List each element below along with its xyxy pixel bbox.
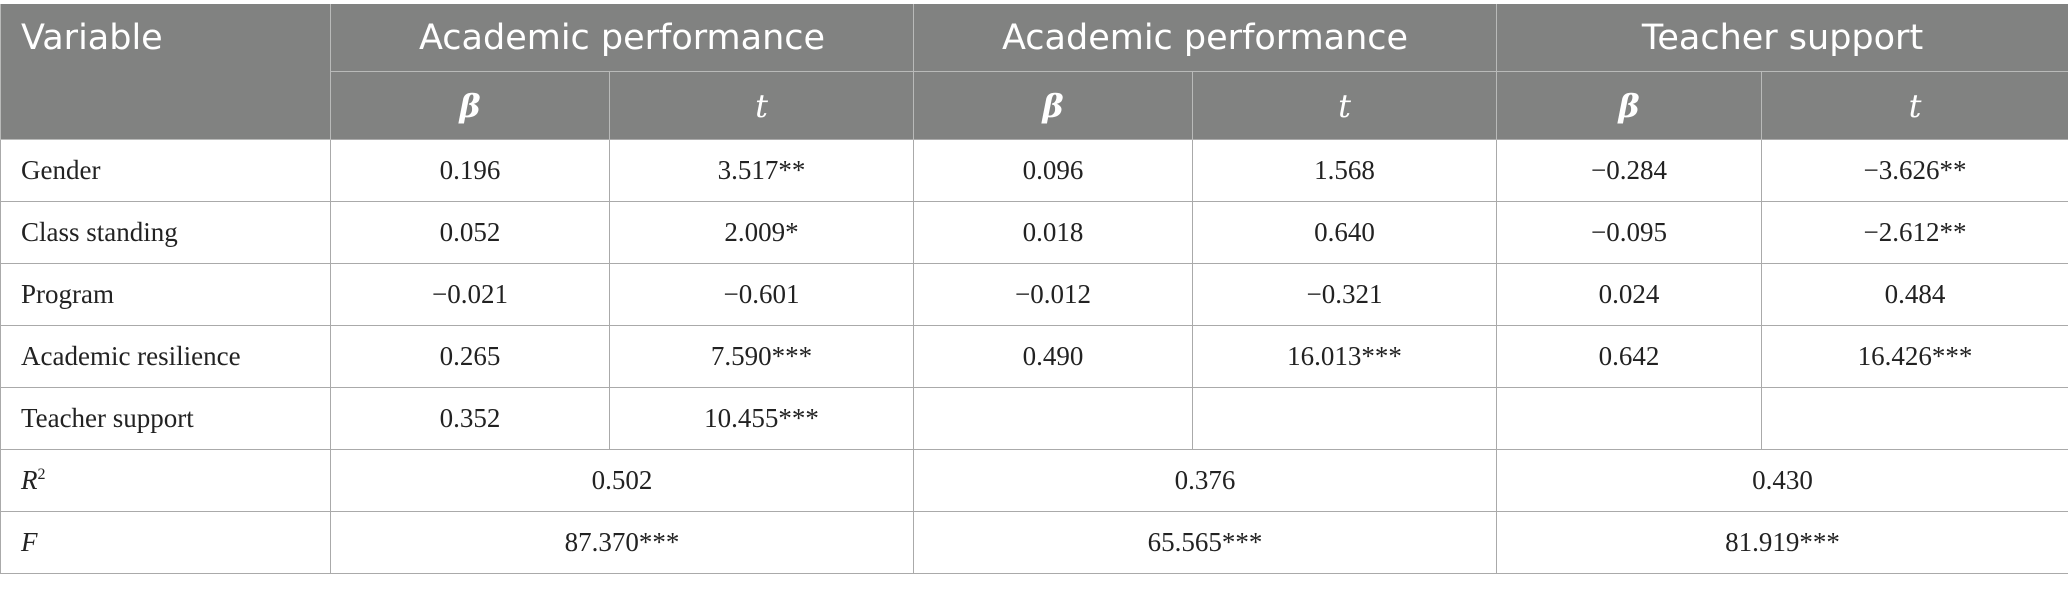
table-row: Academic resilience 0.265 7.590*** 0.490… bbox=[0, 325, 2068, 388]
table-cell: 0.096 bbox=[913, 139, 1194, 202]
r2-value: 0.430 bbox=[1496, 449, 2068, 512]
table-row: Program −0.021 −0.601 −0.012 −0.321 0.02… bbox=[0, 263, 2068, 326]
f-label: F bbox=[0, 511, 331, 574]
f-value: 65.565*** bbox=[913, 511, 1498, 574]
header-model-3: Teacher support bbox=[1496, 4, 2068, 72]
table-cell: 0.052 bbox=[330, 201, 610, 264]
table-cell bbox=[913, 387, 1194, 450]
table-cell bbox=[1496, 387, 1763, 450]
row-label: Program bbox=[0, 263, 331, 326]
table-cell: 2.009* bbox=[608, 201, 915, 264]
table-cell: −0.601 bbox=[608, 263, 915, 326]
row-label: Class standing bbox=[0, 201, 331, 264]
f-value: 81.919*** bbox=[1496, 511, 2068, 574]
table-cell: −3.626** bbox=[1761, 139, 2068, 202]
table-cell: 1.568 bbox=[1192, 139, 1498, 202]
header-beta: β bbox=[1496, 71, 1763, 140]
table-cell: −0.095 bbox=[1496, 201, 1763, 264]
table-cell: 7.590*** bbox=[608, 325, 915, 388]
header-row-stats: β t β t β t bbox=[1, 71, 2068, 140]
header-beta: β bbox=[913, 71, 1194, 140]
table-cell: 16.426*** bbox=[1761, 325, 2068, 388]
table-cell: 0.024 bbox=[1496, 263, 1763, 326]
table-cell: −0.012 bbox=[913, 263, 1194, 326]
table-cell: −0.321 bbox=[1192, 263, 1498, 326]
table-cell bbox=[1192, 387, 1498, 450]
table-row: Gender 0.196 3.517** 0.096 1.568 −0.284 … bbox=[0, 139, 2068, 202]
header-model-2: Academic performance bbox=[913, 4, 1498, 72]
f-row: F 87.370*** 65.565*** 81.919*** bbox=[0, 511, 2068, 574]
f-value: 87.370*** bbox=[329, 511, 915, 574]
table-cell: 0.642 bbox=[1496, 325, 1763, 388]
r2-value: 0.502 bbox=[329, 449, 915, 512]
r2-superscript: 2 bbox=[37, 466, 46, 483]
table-cell: 3.517** bbox=[608, 139, 915, 202]
table-cell: −0.021 bbox=[330, 263, 610, 326]
table-cell: −0.284 bbox=[1496, 139, 1763, 202]
row-label: Gender bbox=[0, 139, 331, 202]
table-cell: 0.640 bbox=[1192, 201, 1498, 264]
row-label: Academic resilience bbox=[0, 325, 331, 388]
table-cell: 0.352 bbox=[330, 387, 610, 450]
header-t: t bbox=[1761, 71, 2068, 140]
table-cell: 0.018 bbox=[913, 201, 1194, 264]
header-beta: β bbox=[330, 71, 610, 140]
header-t: t bbox=[1192, 71, 1498, 140]
table-cell: −2.612** bbox=[1761, 201, 2068, 264]
r2-label: R2 bbox=[0, 449, 331, 512]
table-row: Class standing 0.052 2.009* 0.018 0.640 … bbox=[0, 201, 2068, 264]
r2-label-text: R bbox=[21, 465, 38, 495]
regression-table: Variable Academic performance Academic p… bbox=[0, 4, 2068, 574]
table-cell: 0.196 bbox=[330, 139, 610, 202]
r2-row: R2 0.502 0.376 0.430 bbox=[0, 449, 2068, 512]
r2-value: 0.376 bbox=[913, 449, 1498, 512]
table-cell: 0.484 bbox=[1761, 263, 2068, 326]
table-cell: 16.013*** bbox=[1192, 325, 1498, 388]
table-cell: 0.265 bbox=[330, 325, 610, 388]
table-row: Teacher support 0.352 10.455*** bbox=[0, 387, 2068, 450]
header-row-models: Variable Academic performance Academic p… bbox=[0, 4, 2068, 140]
header-variable: Variable bbox=[0, 4, 331, 140]
row-label: Teacher support bbox=[0, 387, 331, 450]
header-model-1: Academic performance bbox=[329, 4, 915, 72]
table-cell: 0.490 bbox=[913, 325, 1194, 388]
table-cell: 10.455*** bbox=[608, 387, 915, 450]
table-cell bbox=[1761, 387, 2068, 450]
header-t: t bbox=[608, 71, 915, 140]
